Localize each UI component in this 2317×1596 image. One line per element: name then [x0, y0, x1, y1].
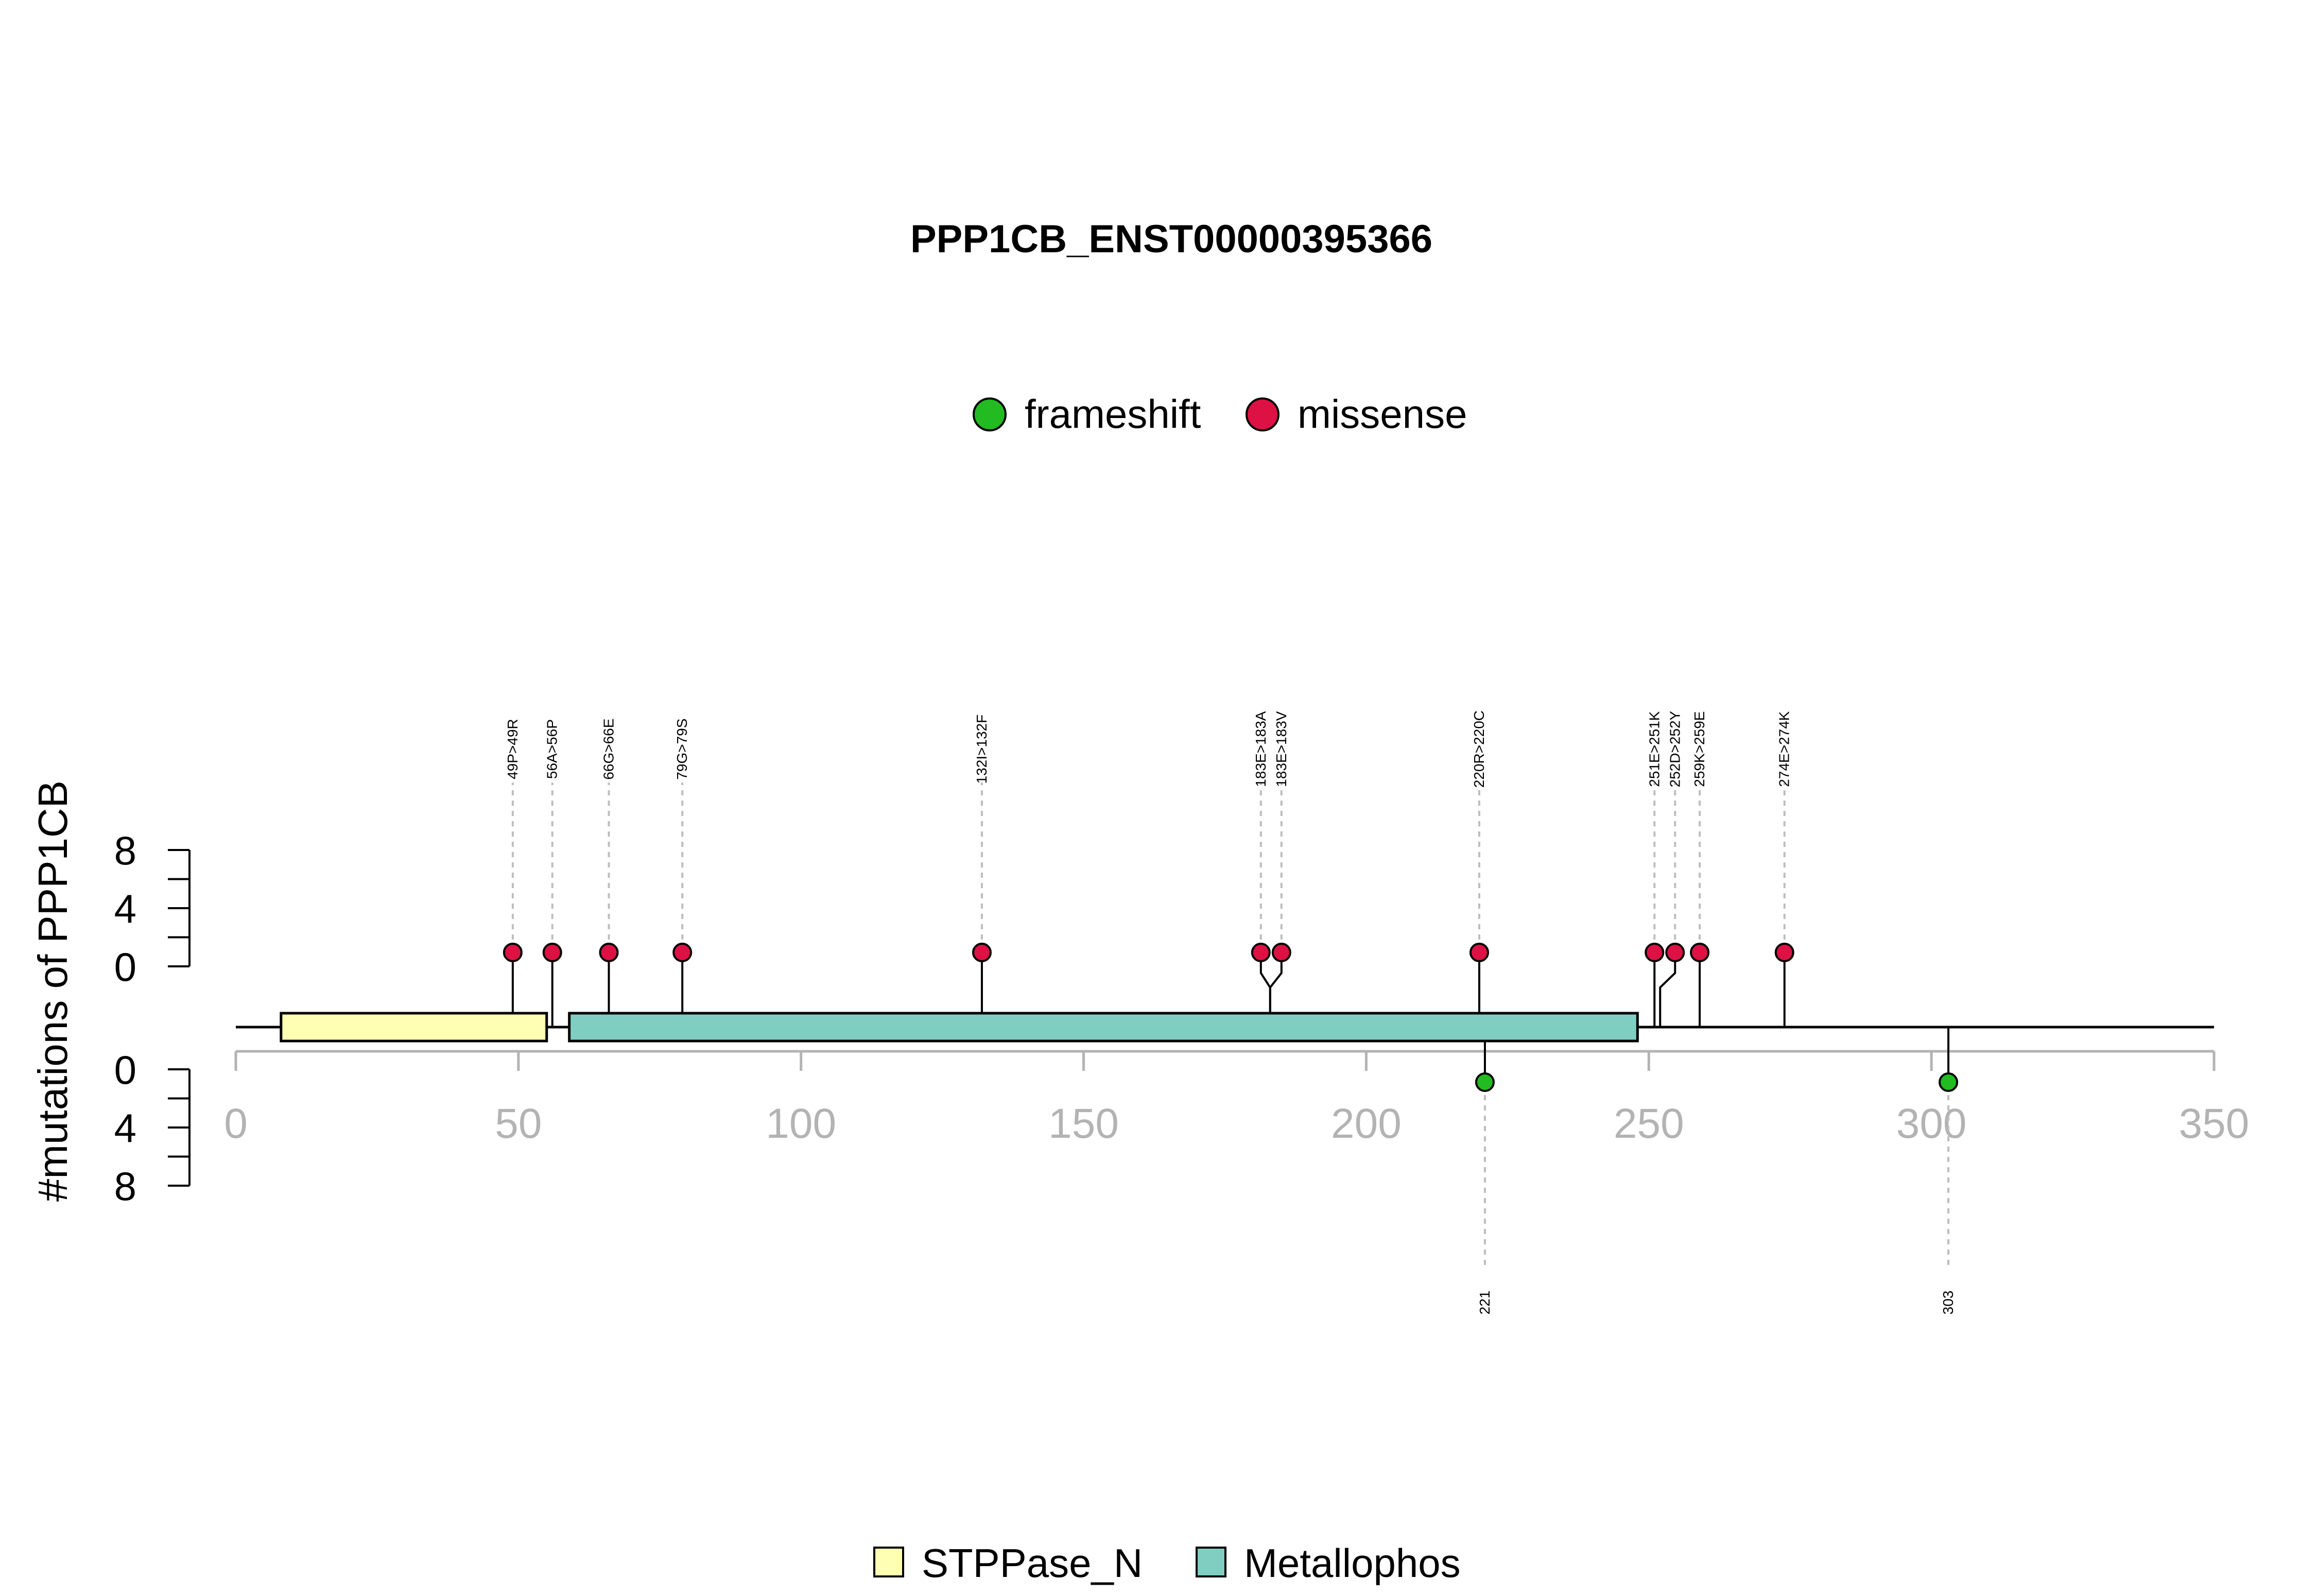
missense-label: 66G>66E [600, 718, 616, 779]
mutation-labels: 49P>49R 56A>56P 66G>66E 79G>79S 132I>132F 183… [505, 710, 1956, 1314]
domain-metallophos [568, 1012, 1639, 1043]
missense-point [1469, 943, 1489, 962]
stppase-n-legend-label: STPPase_N [922, 1540, 1143, 1586]
x-tick-label: 0 [224, 1100, 248, 1147]
protein-domains [280, 1012, 1639, 1043]
missense-point [1271, 943, 1291, 962]
x-tick-label: 200 [1331, 1100, 1402, 1147]
missense-point [599, 943, 619, 962]
lower-y-tick-label: 4 [114, 1105, 136, 1151]
missense-label: 259K>259E [1691, 711, 1707, 787]
frameshift-label: 221 [1477, 1291, 1493, 1315]
missense-point [1690, 943, 1710, 962]
metallophos-legend-swatch [1196, 1547, 1226, 1577]
missense-stem [1269, 952, 1283, 1027]
x-tick-label: 300 [1896, 1100, 1967, 1147]
missense-label: 56A>56P [544, 719, 560, 779]
missense-point [542, 943, 562, 962]
missense-label: 79G>79S [674, 718, 690, 779]
missense-label: 49P>49R [505, 719, 521, 779]
frameshift-label: 303 [1940, 1291, 1956, 1315]
missense-label: 183E>183V [1273, 711, 1289, 787]
missense-label: 183E>183A [1253, 711, 1269, 787]
missense-label: 274E>274K [1776, 711, 1792, 787]
missense-label: 251E>251K [1646, 711, 1662, 787]
missense-point [672, 943, 693, 962]
upper-y-tick-label: 8 [114, 828, 136, 873]
missense-label: 252D>252Y [1667, 710, 1683, 787]
upper-y-tick-label: 4 [114, 886, 136, 931]
x-tick-label: 50 [495, 1100, 542, 1147]
frameshift-point [1939, 1072, 1959, 1092]
upper-y-tick-label: 0 [114, 944, 136, 990]
x-tick-label: 100 [766, 1100, 836, 1147]
missense-label: 220R>220C [1471, 710, 1487, 788]
x-tick-label: 350 [2179, 1100, 2250, 1147]
lollipop-heads [503, 943, 1959, 1092]
chart-title: PPP1CB_ENST00000395366 [910, 217, 1432, 261]
missense-point [972, 943, 992, 962]
missense-label: 132I>132F [974, 715, 990, 784]
frameshift-legend-label: frameshift [1025, 391, 1201, 437]
missense-point [503, 943, 523, 962]
missense-legend-label: missense [1298, 391, 1467, 437]
domain-stppase-n [280, 1012, 548, 1043]
x-axis: 0 50 100 150 200 250 300 350 [224, 1050, 2250, 1147]
x-tick-label: 250 [1614, 1100, 1684, 1147]
lower-y-tick-label: 8 [114, 1164, 136, 1209]
frameshift-point [1475, 1072, 1495, 1092]
missense-point [1665, 943, 1685, 962]
missense-stem [1659, 952, 1676, 1027]
missense-point [1774, 943, 1794, 962]
missense-legend-marker [1246, 397, 1279, 431]
stppase-n-legend-swatch [873, 1547, 904, 1577]
missense-point [1645, 943, 1665, 962]
y-axis-label: #mutations of PPP1CB [30, 780, 76, 1202]
frameshift-legend-marker [973, 397, 1007, 431]
missense-point [1251, 943, 1271, 962]
domain-legend: STPPase_N Metallophos [873, 1540, 1461, 1586]
y-axes: 0 4 8 0 4 8 [114, 828, 191, 1209]
x-tick-label: 150 [1048, 1100, 1119, 1147]
lower-y-tick-label: 0 [114, 1047, 136, 1092]
mutation-legend: frameshift missense [973, 391, 1467, 437]
metallophos-legend-label: Metallophos [1244, 1540, 1461, 1586]
